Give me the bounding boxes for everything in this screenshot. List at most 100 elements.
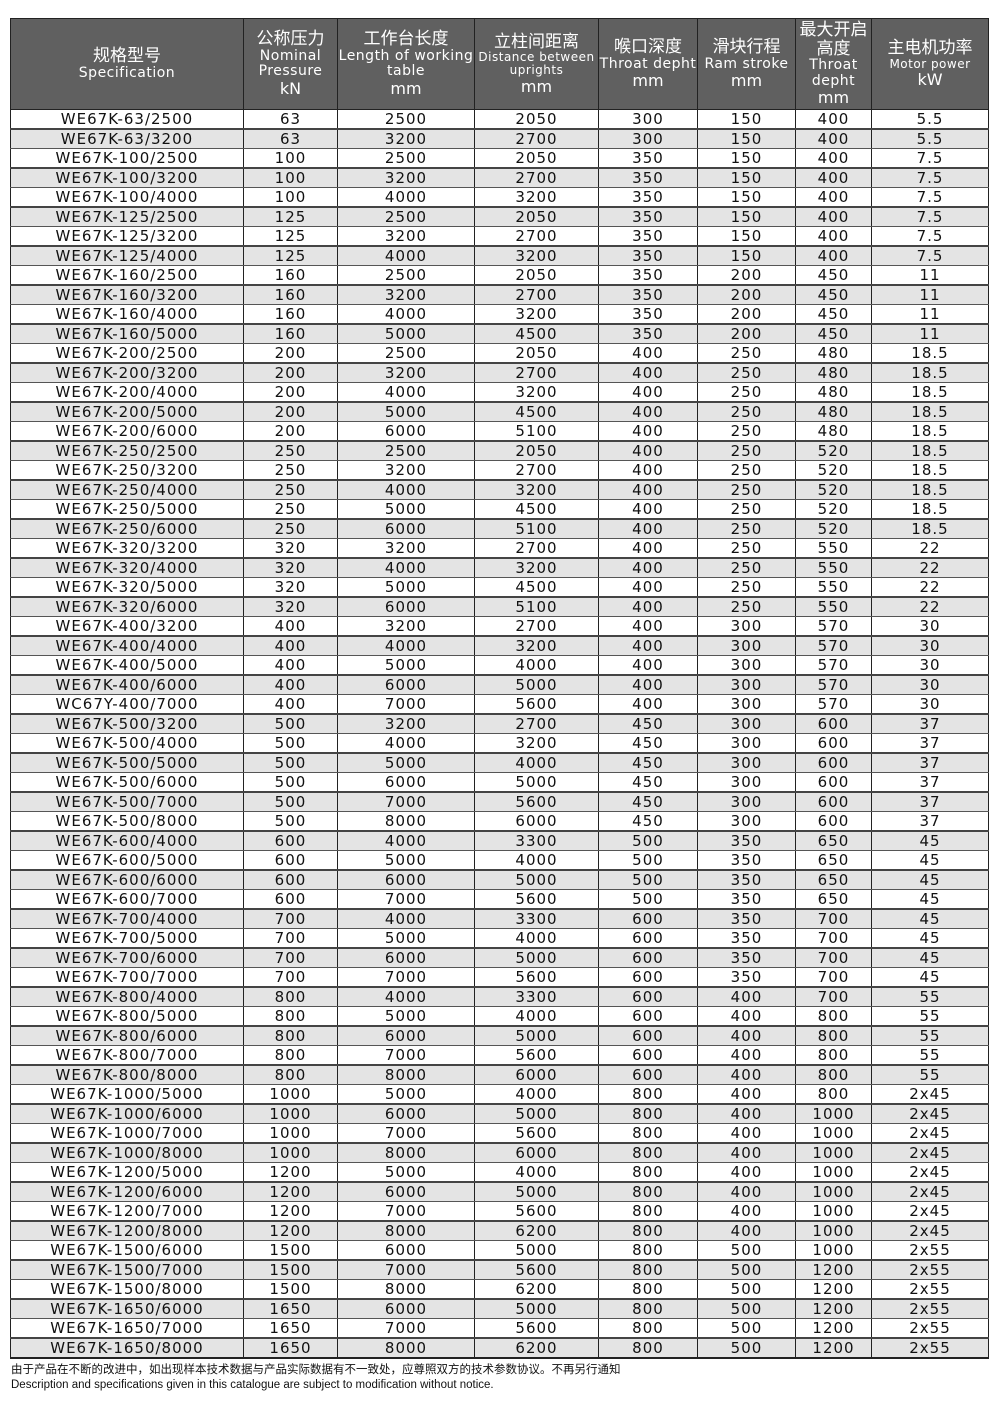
cell-specification: WE67K-100/2500 [10, 148, 244, 169]
table-row: WE67K-1200/5000 1200 5000 4000 800 400 1000 2x4… [10, 1162, 989, 1183]
cell-upright-distance: 5100 [474, 421, 599, 442]
table-row: WE67K-600/4000 600 4000 3300 500 350 650 45 [10, 829, 989, 851]
header-unit-label: mm [632, 71, 664, 91]
cell-specification: WE67K-500/3200 [10, 712, 244, 734]
header-max-opening: 最大开启高度 Throat depht mm [795, 18, 872, 110]
cell-upright-distance: 4000 [474, 928, 599, 949]
cell-table-length: 6000 [337, 1102, 475, 1124]
cell-specification: WE67K-700/7000 [10, 967, 244, 988]
cell-nominal-pressure: 800 [243, 985, 338, 1007]
cell-throat-depth: 350 [598, 244, 698, 266]
cell-ram-stroke: 250 [697, 577, 796, 598]
table-row: WE67K-400/5000 400 5000 4000 400 300 570 30 [10, 655, 989, 676]
cell-nominal-pressure: 500 [243, 772, 338, 793]
cell-max-opening: 520 [795, 460, 872, 481]
cell-motor-power: 2x45 [871, 1201, 989, 1222]
cell-table-length: 5000 [337, 400, 475, 422]
cell-max-opening: 700 [795, 985, 872, 1007]
cell-ram-stroke: 500 [697, 1318, 796, 1339]
table-row: WE67K-600/7000 600 7000 5600 500 350 650 45 [10, 889, 989, 910]
cell-table-length: 5000 [337, 499, 475, 520]
cell-specification: WE67K-1200/7000 [10, 1201, 244, 1222]
cell-upright-distance: 5600 [474, 1258, 599, 1280]
cell-upright-distance: 3200 [474, 244, 599, 266]
cell-motor-power: 45 [871, 850, 989, 871]
cell-specification: WE67K-160/2500 [10, 265, 244, 286]
cell-table-length: 5000 [337, 1162, 475, 1183]
cell-max-opening: 1000 [795, 1219, 872, 1241]
cell-ram-stroke: 150 [697, 127, 796, 149]
cell-motor-power: 18.5 [871, 460, 989, 481]
table-row: WE67K-1200/8000 1200 8000 6200 800 400 1000 2x4… [10, 1219, 989, 1241]
cell-upright-distance: 3300 [474, 829, 599, 851]
cell-max-opening: 1000 [795, 1141, 872, 1163]
header-en-label: Specification [78, 64, 176, 81]
cell-upright-distance: 4500 [474, 577, 599, 598]
cell-ram-stroke: 150 [697, 148, 796, 169]
cell-upright-distance: 5600 [474, 889, 599, 910]
cell-nominal-pressure: 1000 [243, 1084, 338, 1105]
cell-ram-stroke: 500 [697, 1258, 796, 1280]
cell-max-opening: 400 [795, 244, 872, 266]
cell-throat-depth: 450 [598, 733, 698, 754]
header-zh-label: 规格型号 [93, 45, 161, 66]
cell-nominal-pressure: 125 [243, 226, 338, 247]
cell-table-length: 7000 [337, 889, 475, 910]
cell-max-opening: 520 [795, 499, 872, 520]
table-row: WE67K-700/4000 700 4000 3300 600 350 700 45 [10, 907, 989, 929]
cell-specification: WE67K-1650/6000 [10, 1297, 244, 1319]
cell-specification: WE67K-700/4000 [10, 907, 244, 929]
cell-specification: WE67K-100/4000 [10, 187, 244, 208]
cell-nominal-pressure: 250 [243, 439, 338, 461]
cell-specification: WE67K-800/8000 [10, 1063, 244, 1085]
cell-motor-power: 30 [871, 694, 989, 715]
cell-ram-stroke: 350 [697, 907, 796, 929]
cell-max-opening: 400 [795, 148, 872, 169]
cell-max-opening: 400 [795, 127, 872, 149]
cell-table-length: 5000 [337, 1006, 475, 1027]
cell-max-opening: 400 [795, 166, 872, 188]
cell-table-length: 4000 [337, 478, 475, 500]
cell-ram-stroke: 200 [697, 322, 796, 344]
cell-ram-stroke: 400 [697, 1045, 796, 1066]
cell-specification: WE67K-200/4000 [10, 382, 244, 403]
table-row: WE67K-1650/6000 1650 6000 5000 800 500 1200 2x5… [10, 1297, 989, 1319]
cell-upright-distance: 5000 [474, 1297, 599, 1319]
cell-ram-stroke: 400 [697, 1219, 796, 1241]
cell-upright-distance: 6200 [474, 1219, 599, 1241]
cell-table-length: 6000 [337, 772, 475, 793]
cell-table-length: 6000 [337, 946, 475, 968]
cell-ram-stroke: 250 [697, 556, 796, 578]
cell-max-opening: 520 [795, 478, 872, 500]
table-row: WE67K-800/6000 800 6000 5000 600 400 800 55 [10, 1024, 989, 1046]
cell-nominal-pressure: 320 [243, 577, 338, 598]
cell-upright-distance: 6200 [474, 1336, 599, 1359]
cell-throat-depth: 400 [598, 478, 698, 500]
cell-specification: WE67K-1000/6000 [10, 1102, 244, 1124]
cell-max-opening: 700 [795, 967, 872, 988]
cell-ram-stroke: 300 [697, 634, 796, 656]
cell-upright-distance: 6000 [474, 811, 599, 832]
cell-throat-depth: 400 [598, 499, 698, 520]
cell-throat-depth: 400 [598, 595, 698, 617]
cell-motor-power: 45 [871, 967, 989, 988]
cell-upright-distance: 2700 [474, 127, 599, 149]
table-row: WE67K-200/6000 200 6000 5100 400 250 480 18.5 [10, 421, 989, 442]
cell-specification: WE67K-400/4000 [10, 634, 244, 656]
cell-ram-stroke: 300 [697, 712, 796, 734]
cell-nominal-pressure: 1500 [243, 1279, 338, 1300]
cell-ram-stroke: 400 [697, 1123, 796, 1144]
table-row: WE67K-500/3200 500 3200 2700 450 300 600 37 [10, 712, 989, 734]
table-row: WE67K-500/7000 500 7000 5600 450 300 600 37 [10, 790, 989, 812]
cell-table-length: 8000 [337, 1219, 475, 1241]
cell-table-length: 5000 [337, 850, 475, 871]
cell-ram-stroke: 250 [697, 421, 796, 442]
cell-motor-power: 45 [871, 889, 989, 910]
cell-nominal-pressure: 600 [243, 850, 338, 871]
cell-specification: WE67K-200/5000 [10, 400, 244, 422]
table-row: WE67K-125/4000 125 4000 3200 350 150 400 7.5 [10, 244, 989, 266]
cell-motor-power: 30 [871, 655, 989, 676]
cell-specification: WE67K-100/3200 [10, 166, 244, 188]
table-row: WE67K-700/5000 700 5000 4000 600 350 700 45 [10, 928, 989, 949]
cell-specification: WE67K-63/2500 [10, 109, 244, 130]
